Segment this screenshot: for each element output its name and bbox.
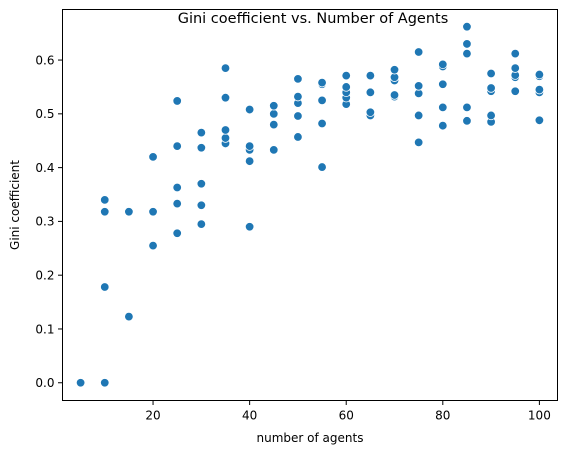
data-point xyxy=(172,198,182,209)
plot-frame xyxy=(62,9,558,401)
data-point xyxy=(269,101,279,111)
data-point xyxy=(365,107,376,117)
data-point xyxy=(413,110,424,121)
data-point xyxy=(462,22,472,32)
data-point xyxy=(389,90,400,100)
data-point xyxy=(220,133,231,143)
data-point xyxy=(462,116,472,126)
data-point xyxy=(172,228,182,238)
data-point xyxy=(269,119,279,130)
data-point xyxy=(317,77,327,88)
data-point xyxy=(317,162,327,172)
data-point xyxy=(534,84,545,95)
data-point xyxy=(438,120,448,131)
data-point xyxy=(100,282,110,292)
x-tick-label: 80 xyxy=(435,409,450,423)
data-point xyxy=(220,63,231,73)
x-axis-ticks: 20 40 60 80 100 xyxy=(145,400,551,423)
data-point xyxy=(462,48,472,59)
data-point xyxy=(534,115,545,125)
y-tick-label: 0.6 xyxy=(35,53,54,67)
x-axis-label: number of agents xyxy=(257,431,364,445)
data-point xyxy=(438,79,448,89)
data-point xyxy=(100,207,110,217)
data-point xyxy=(413,137,424,148)
data-point xyxy=(413,47,424,57)
data-point xyxy=(462,102,472,113)
y-axis-ticks: 0.0 0.1 0.2 0.3 0.4 0.5 0.6 xyxy=(35,53,63,390)
data-point xyxy=(341,82,351,92)
data-point xyxy=(244,156,255,166)
data-point xyxy=(462,39,472,49)
data-point xyxy=(100,195,110,205)
x-tick-label: 20 xyxy=(145,409,160,423)
data-point xyxy=(293,74,303,84)
data-point xyxy=(196,219,207,229)
data-point xyxy=(244,104,255,115)
data-point xyxy=(269,145,279,155)
data-point xyxy=(510,63,520,73)
data-point xyxy=(510,86,520,96)
data-point xyxy=(438,102,448,113)
x-tick-label: 40 xyxy=(242,409,257,423)
y-tick-label: 0.5 xyxy=(35,107,54,121)
data-point xyxy=(341,70,351,81)
y-tick-label: 0.2 xyxy=(35,268,54,282)
y-tick-label: 0.4 xyxy=(35,161,54,175)
data-point xyxy=(124,207,134,217)
data-point xyxy=(172,182,182,193)
data-point xyxy=(293,91,303,102)
data-point xyxy=(413,81,424,91)
x-tick-label: 60 xyxy=(339,409,354,423)
data-point xyxy=(317,95,327,106)
chart-title: Gini coefficient vs. Number of Agents xyxy=(178,11,449,27)
data-point xyxy=(196,127,207,138)
data-point xyxy=(269,109,279,119)
data-point xyxy=(196,179,207,189)
data-point xyxy=(317,118,327,129)
data-point xyxy=(365,87,376,98)
y-tick-label: 0.0 xyxy=(35,376,54,390)
data-point xyxy=(172,96,182,106)
data-point xyxy=(196,200,207,210)
data-point xyxy=(220,125,231,135)
data-point xyxy=(293,111,303,121)
data-point xyxy=(75,378,86,388)
data-point xyxy=(148,240,158,251)
data-point xyxy=(124,311,134,322)
data-point xyxy=(486,68,496,79)
y-tick-label: 0.1 xyxy=(35,322,54,336)
data-point xyxy=(510,48,520,59)
data-point xyxy=(100,378,110,388)
data-point xyxy=(486,110,496,121)
data-point xyxy=(172,141,182,151)
data-point xyxy=(148,152,158,162)
x-tick-label: 100 xyxy=(528,409,551,423)
data-point xyxy=(293,132,303,142)
data-point xyxy=(365,70,376,81)
data-point xyxy=(534,69,545,80)
y-tick-label: 0.3 xyxy=(35,215,54,229)
data-point xyxy=(389,65,400,75)
points-layer xyxy=(75,22,545,388)
data-point xyxy=(486,83,496,93)
data-point xyxy=(220,92,231,103)
data-point xyxy=(148,207,158,217)
data-point xyxy=(244,222,255,232)
y-axis-label: Gini coefficient xyxy=(8,160,22,250)
data-point xyxy=(438,59,448,70)
data-point xyxy=(196,143,207,153)
data-point xyxy=(244,141,255,151)
